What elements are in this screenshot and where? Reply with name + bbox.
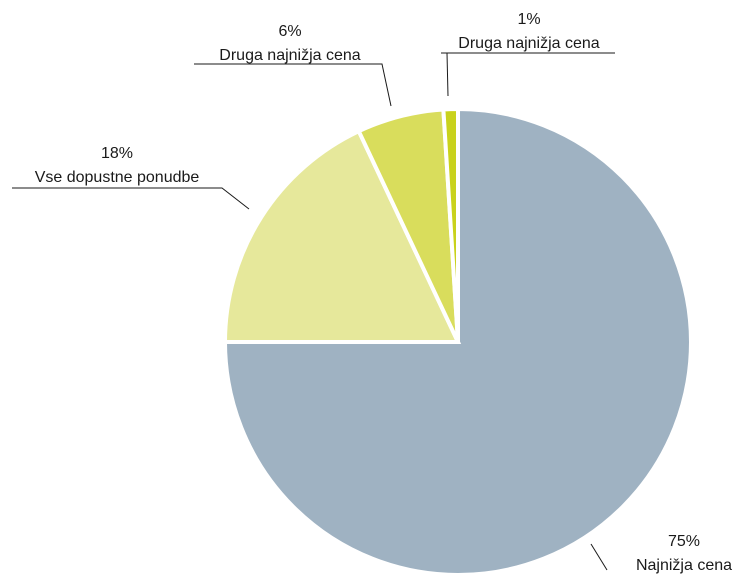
slice-percent-label: 18% xyxy=(101,145,133,162)
pie-slice xyxy=(222,128,462,344)
slice-category-label: Vse dopustne ponudbe xyxy=(35,169,200,186)
slice-percent-label: 6% xyxy=(278,23,301,40)
label-leader-line xyxy=(590,543,608,571)
pie-slice xyxy=(441,106,460,343)
slice-percent-label: 1% xyxy=(517,11,540,28)
slice-percent-label: 75% xyxy=(668,533,700,550)
slice-category-label: Druga najnižja cena xyxy=(219,47,361,64)
slice-category-label: Druga najnižja cena xyxy=(458,35,600,52)
slice-category-label: Najnižja cena xyxy=(636,557,732,574)
label-leader-line xyxy=(194,63,392,107)
pie-labels: 75% Najnižja cena 18% Vse dopustne ponudbe 6… xyxy=(12,11,732,574)
label-leader-line xyxy=(446,52,449,97)
label-leader-line xyxy=(12,187,250,210)
pie-slices xyxy=(222,106,693,574)
